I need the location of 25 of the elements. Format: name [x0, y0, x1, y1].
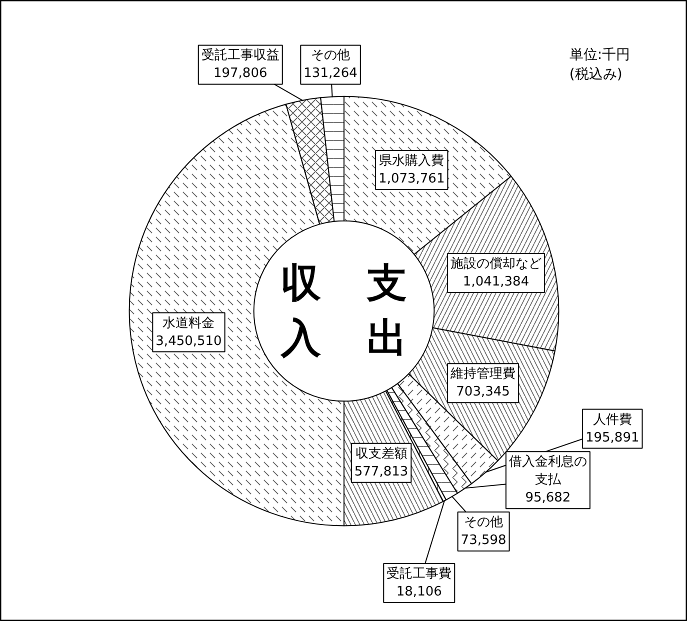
- data-label: 73,598: [460, 533, 506, 548]
- data-label: 577,813: [354, 464, 408, 480]
- slice-label: 受託工事収益: [201, 48, 280, 64]
- data-label: 1,073,761: [378, 171, 445, 186]
- data-label: 95,682: [525, 490, 571, 506]
- slice-label: 維持管理費: [450, 366, 516, 382]
- data-label: 18,106: [396, 584, 442, 600]
- slice-label: 収支差額: [355, 446, 408, 462]
- data-label: 3,450,510: [156, 334, 222, 349]
- slice-label: 水道料金: [162, 316, 215, 331]
- text: 単位:千円 (税込み): [569, 47, 630, 82]
- slice-label: 施設の償却など: [450, 256, 542, 272]
- text: 収入: [280, 260, 322, 362]
- slice-label: 人件費: [592, 412, 632, 428]
- data-label: 197,806: [213, 66, 268, 82]
- slice-label: その他: [311, 48, 350, 64]
- slice-label: 借入金利息の支払: [508, 454, 587, 488]
- slice-label: その他: [464, 515, 504, 530]
- data-label: 195,891: [585, 430, 640, 446]
- data-label: 703,345: [456, 384, 510, 400]
- data-label: 131,264: [304, 66, 358, 82]
- text: 支出: [366, 260, 407, 362]
- slice-label: 県水購入費: [379, 153, 444, 168]
- data-label: 1,041,384: [462, 274, 530, 290]
- slice-label: 受託工事費: [386, 566, 452, 582]
